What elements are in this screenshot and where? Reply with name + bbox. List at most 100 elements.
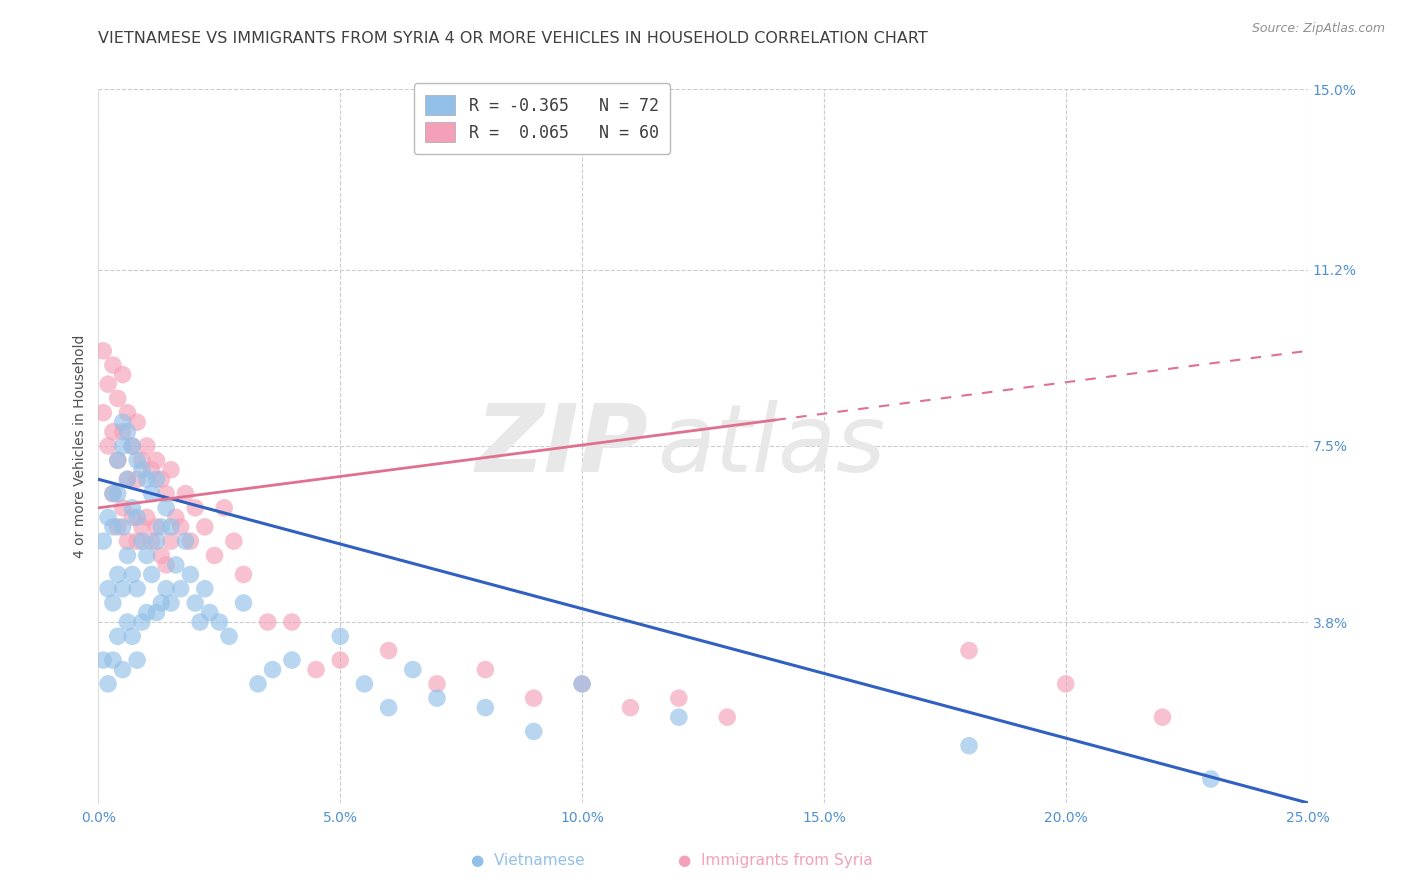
Point <box>188 615 211 629</box>
Point <box>91 534 114 549</box>
Point <box>474 700 496 714</box>
Point <box>179 567 201 582</box>
Point <box>222 534 245 549</box>
Point <box>141 463 163 477</box>
Point <box>668 691 690 706</box>
Point <box>131 463 153 477</box>
Point <box>101 653 124 667</box>
Point <box>160 596 183 610</box>
Point <box>232 567 254 582</box>
Point <box>523 691 546 706</box>
Point <box>619 700 641 714</box>
Point <box>111 415 134 429</box>
Point <box>135 510 157 524</box>
Point <box>107 453 129 467</box>
Point <box>121 500 143 515</box>
Text: ZIP: ZIP <box>475 400 648 492</box>
Point <box>256 615 278 629</box>
Point <box>135 606 157 620</box>
Point <box>150 520 173 534</box>
Point <box>101 358 124 372</box>
Point <box>97 439 120 453</box>
Point <box>155 582 177 596</box>
Point <box>107 392 129 406</box>
Point <box>160 520 183 534</box>
Point <box>377 643 399 657</box>
Point <box>174 486 197 500</box>
Point <box>957 739 980 753</box>
Point <box>111 500 134 515</box>
Point <box>127 653 149 667</box>
Point <box>111 582 134 596</box>
Point <box>194 582 217 596</box>
Point <box>141 567 163 582</box>
Point <box>97 582 120 596</box>
Point <box>141 486 163 500</box>
Point <box>91 343 114 358</box>
Point <box>131 534 153 549</box>
Point <box>131 453 153 467</box>
Point <box>155 500 177 515</box>
Point <box>198 606 221 620</box>
Point <box>184 596 207 610</box>
Point <box>107 567 129 582</box>
Point <box>111 425 134 439</box>
Point <box>957 643 980 657</box>
Point <box>208 615 231 629</box>
Text: Source: ZipAtlas.com: Source: ZipAtlas.com <box>1251 22 1385 36</box>
Point <box>329 629 352 643</box>
Point <box>174 534 197 549</box>
Point <box>204 549 226 563</box>
Point <box>107 629 129 643</box>
Point <box>145 472 167 486</box>
Point <box>117 425 139 439</box>
Point <box>305 663 328 677</box>
Point <box>117 534 139 549</box>
Point <box>91 406 114 420</box>
Point <box>121 439 143 453</box>
Point <box>523 724 546 739</box>
Point <box>127 582 149 596</box>
Point <box>145 520 167 534</box>
Point <box>131 615 153 629</box>
Legend: R = -0.365   N = 72, R =  0.065   N = 60: R = -0.365 N = 72, R = 0.065 N = 60 <box>413 83 671 154</box>
Point <box>1199 772 1222 786</box>
Point <box>150 472 173 486</box>
Point <box>135 439 157 453</box>
Point <box>121 510 143 524</box>
Point <box>247 677 270 691</box>
Point <box>212 500 235 515</box>
Point <box>101 486 124 500</box>
Text: atlas: atlas <box>657 401 886 491</box>
Point <box>281 653 304 667</box>
Point <box>111 663 134 677</box>
Point <box>218 629 240 643</box>
Point <box>107 520 129 534</box>
Point <box>150 596 173 610</box>
Point <box>155 486 177 500</box>
Point <box>668 710 690 724</box>
Point <box>127 534 149 549</box>
Point <box>165 558 187 572</box>
Point <box>281 615 304 629</box>
Point <box>101 425 124 439</box>
Point <box>101 596 124 610</box>
Point <box>169 520 191 534</box>
Point <box>111 439 134 453</box>
Point <box>117 472 139 486</box>
Point <box>1152 710 1174 724</box>
Point <box>121 629 143 643</box>
Point <box>377 700 399 714</box>
Point <box>184 500 207 515</box>
Point <box>121 439 143 453</box>
Text: ●  Vietnamese: ● Vietnamese <box>471 853 585 868</box>
Point <box>145 453 167 467</box>
Point <box>117 549 139 563</box>
Point <box>97 377 120 392</box>
Point <box>165 510 187 524</box>
Point <box>232 596 254 610</box>
Point <box>426 677 449 691</box>
Point <box>262 663 284 677</box>
Point <box>150 549 173 563</box>
Point <box>160 534 183 549</box>
